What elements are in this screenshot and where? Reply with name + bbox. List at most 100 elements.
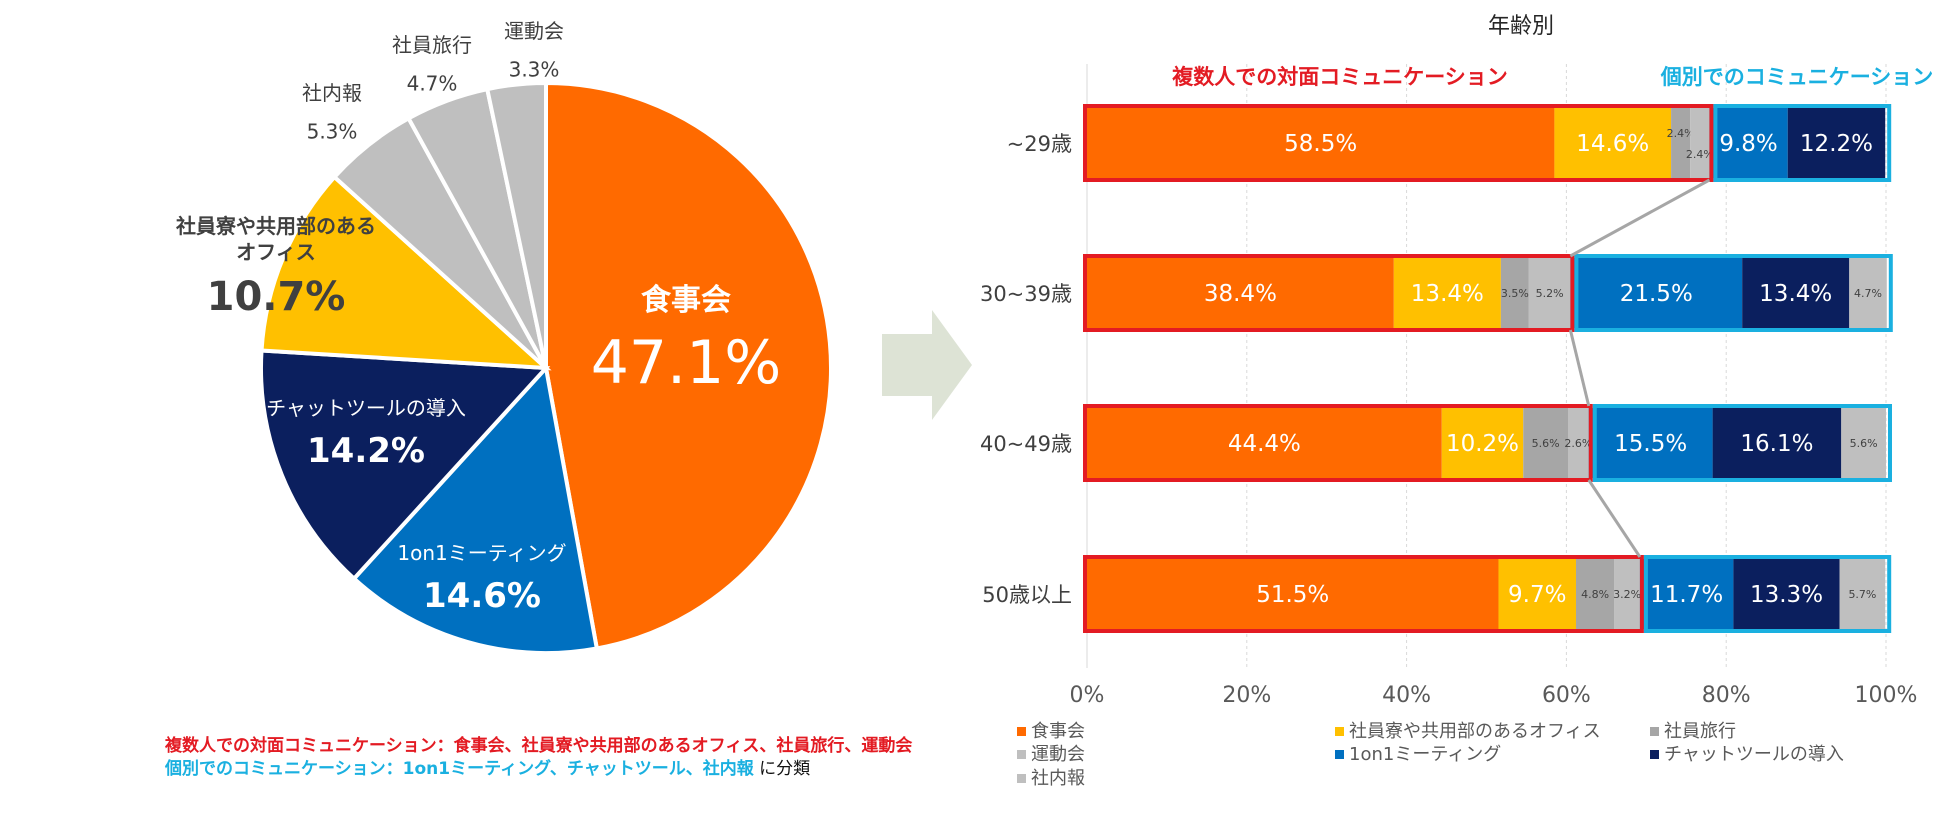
pie-slice-value: 14.6% [423, 576, 541, 616]
bar-value-label: 13.4% [1411, 281, 1484, 307]
bar-value-label: 15.5% [1614, 431, 1687, 457]
pie-slice-label: 社員旅行 [392, 33, 472, 57]
legend-label: 社内報 [1031, 768, 1085, 789]
pie-slice-value: 10.7% [207, 274, 346, 320]
bar-value-label: 16.1% [1740, 431, 1813, 457]
bar-segment [1500, 258, 1529, 328]
legend-swatch [1650, 750, 1659, 759]
bar-value-label: 9.8% [1719, 131, 1777, 157]
pie-slice-value: 47.1% [591, 328, 782, 398]
bar-value-label: 51.5% [1256, 582, 1329, 608]
bar-value-label: 21.5% [1620, 281, 1693, 307]
bar-segment [1087, 408, 1442, 478]
legend-swatch [1335, 750, 1344, 759]
footnote-group-b: 個別でのコミュニケーション：1on1ミーティング、チャットツール、社内報 [165, 759, 754, 779]
pie-slice-label: 1on1ミーティング [397, 541, 566, 565]
bar-segment [1671, 108, 1691, 178]
category-label: ~29歳 [1007, 132, 1072, 156]
pie-chart: 食事会 47.1% 1on1ミーティング 14.6% チャットツールの導入 14.2% 社員… [175, 19, 833, 655]
pie-slice [259, 348, 551, 582]
legend-swatch [1017, 774, 1026, 783]
category-label: 30~39歳 [980, 282, 1072, 306]
bar-segment [1087, 258, 1394, 328]
bar-value-label: 13.4% [1759, 281, 1832, 307]
bar-segment [1528, 258, 1571, 328]
legend-swatch [1335, 727, 1344, 736]
x-tick-label: 0% [1070, 683, 1105, 708]
bar-segment [1441, 408, 1524, 478]
pie-slice-value: 14.2% [307, 431, 425, 471]
pie-slice-label: 運動会 [504, 19, 564, 43]
group-a-heading: 複数人での対面コミュニケーション [1171, 65, 1508, 89]
legend-label: 社員旅行 [1664, 721, 1736, 742]
legend-label: 1on1ミーティング [1349, 744, 1501, 765]
connector-line [1587, 479, 1642, 558]
bar-segment [1849, 258, 1887, 328]
pie-slice-label: 社内報 [302, 81, 362, 105]
x-tick-label: 80% [1702, 683, 1751, 708]
bar-value-label: 2.4% [1686, 148, 1714, 161]
category-label: 50歳以上 [982, 583, 1072, 607]
bar-segment [1575, 559, 1615, 629]
x-tick-label: 100% [1855, 683, 1918, 708]
bar-segment [1567, 408, 1589, 478]
bar-value-label: 58.5% [1284, 131, 1357, 157]
group-b-frame [1574, 254, 1893, 332]
bar-value-label: 9.7% [1508, 582, 1566, 608]
bar-value-label: 5.6% [1532, 437, 1560, 450]
x-tick-label: 40% [1382, 683, 1431, 708]
connector-line [1568, 329, 1591, 407]
group-b-frame [1592, 404, 1892, 482]
bar-segment [1787, 108, 1886, 178]
bar-value-label: 12.2% [1800, 131, 1873, 157]
bar-value-label: 14.6% [1576, 131, 1649, 157]
bar-segment [1498, 559, 1576, 629]
bar-segment [1709, 108, 1788, 178]
bar-segment [1588, 408, 1713, 478]
x-tick-label: 20% [1222, 683, 1271, 708]
group-a-frame [1083, 254, 1575, 332]
legend-label: チャットツールの導入 [1664, 744, 1844, 765]
bar-value-label: 2.4% [1667, 127, 1695, 140]
bar-segment [1523, 408, 1568, 478]
bar-segment [1087, 559, 1499, 629]
pie-slice-label: チャットツールの導入 [266, 396, 466, 420]
group-a-frame [1083, 404, 1593, 482]
bar-value-label: 4.8% [1581, 588, 1609, 601]
group-b-frame [1643, 555, 1892, 633]
bar-segment [1742, 258, 1850, 328]
pie-slice-label: 食事会 [641, 283, 731, 318]
legend-label: 社員寮や共用部のあるオフィス [1349, 721, 1601, 742]
bar-segment [1712, 408, 1842, 478]
bar-segment [1087, 108, 1555, 178]
group-b-frame [1713, 104, 1892, 182]
connector-line [1569, 178, 1711, 258]
classification-footnote: 複数人での対面コミュニケーション：食事会、社員寮や共用部のあるオフィス、社員旅行… [165, 735, 912, 781]
bar-value-label: 2.6% [1564, 437, 1592, 450]
pie-slice-label: 社員寮や共用部のある [175, 214, 376, 238]
pie-slice-value: 5.3% [307, 119, 358, 143]
bar-segment [1393, 258, 1501, 328]
bar-value-label: 4.7% [1854, 287, 1882, 300]
bar-value-label: 3.2% [1613, 588, 1641, 601]
pie-slice [484, 80, 548, 369]
footnote-group-a: 複数人での対面コミュニケーション：食事会、社員寮や共用部のあるオフィス、社員旅行… [165, 736, 913, 756]
pie-slice [544, 80, 833, 651]
category-label: 40~49歳 [980, 432, 1072, 456]
bar-segment [1639, 559, 1734, 629]
group-a-frame [1083, 555, 1644, 633]
bar-value-label: 5.2% [1536, 287, 1564, 300]
x-tick-label: 60% [1542, 683, 1591, 708]
bar-segment [1570, 258, 1743, 328]
pie-slice [259, 174, 552, 371]
pie-slice-value: 4.7% [407, 71, 458, 95]
bar-segment [1554, 108, 1672, 178]
pie-slice-label: オフィス [236, 240, 316, 264]
bar-segment [1841, 408, 1886, 478]
legend-swatch [1017, 727, 1026, 736]
legend-swatch [1017, 750, 1026, 759]
legend-swatch [1650, 727, 1659, 736]
bar-segment [1733, 559, 1840, 629]
